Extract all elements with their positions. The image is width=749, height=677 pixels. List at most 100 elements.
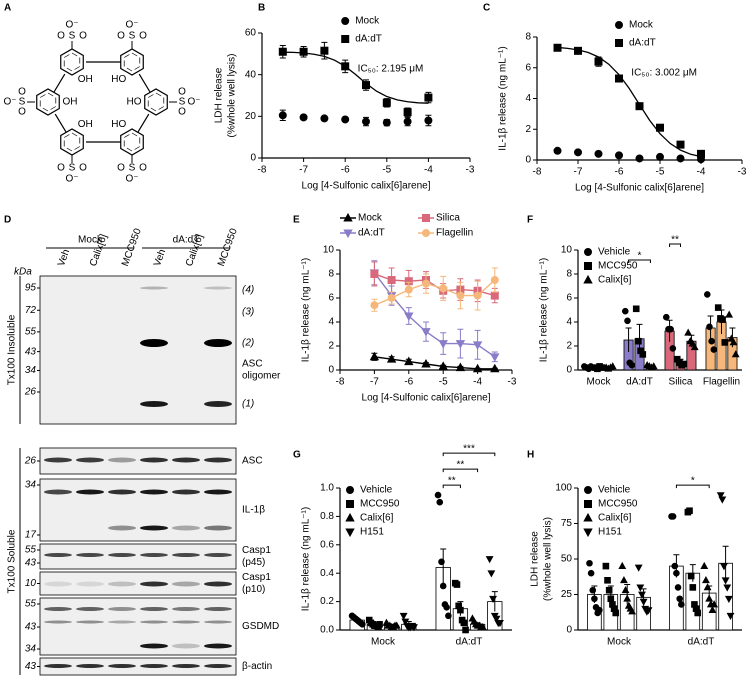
data-point	[635, 154, 644, 163]
legend-label: Flagellin	[436, 228, 473, 239]
data-point	[453, 581, 461, 588]
atom-label: O	[57, 163, 65, 174]
panel-letter: G	[293, 450, 301, 461]
x-tick-label: Flagellin	[703, 377, 740, 388]
significance-label: ***	[463, 444, 475, 455]
atom-label: O⁻	[125, 20, 138, 31]
data-point	[656, 152, 664, 161]
panel-letter: H	[527, 450, 534, 461]
atom-label: O⁻	[125, 174, 138, 185]
data-point	[404, 312, 414, 322]
data-point	[370, 270, 379, 278]
data-point	[673, 569, 680, 577]
data-point	[723, 584, 732, 592]
data-point	[490, 363, 500, 373]
data-point	[487, 570, 496, 578]
data-point	[434, 491, 442, 499]
mw-marker: 10	[25, 578, 37, 589]
band-label: (4)	[242, 285, 254, 296]
data-point	[478, 622, 487, 631]
data-point	[718, 496, 727, 504]
legend-label: MCC950	[598, 499, 638, 510]
legend-label: dA:dT	[358, 228, 385, 239]
x-tick-label: -4	[424, 165, 433, 176]
panel-letter: F	[527, 215, 533, 226]
y-tick-label: 100	[555, 483, 572, 494]
data-point	[720, 563, 728, 571]
significance-bracket	[442, 468, 479, 473]
atom-label: S	[69, 163, 76, 174]
x-tick-label: -6	[404, 377, 413, 388]
band	[76, 457, 104, 463]
significance-bracket	[628, 259, 651, 263]
data-point	[667, 325, 674, 333]
panel-letter: C	[483, 3, 490, 14]
data-point	[422, 279, 430, 288]
band	[76, 664, 104, 668]
data-point	[490, 291, 499, 300]
lane-label: MCC950	[216, 227, 240, 268]
significance-bracket	[442, 452, 496, 457]
band	[108, 581, 136, 587]
data-point	[376, 621, 383, 628]
error-bar	[491, 591, 498, 612]
x-tick-label: dA:dT	[626, 377, 653, 388]
mw-marker: 34	[25, 644, 37, 655]
ring-inner	[63, 132, 81, 152]
data-point	[490, 276, 499, 284]
data-point	[634, 564, 643, 572]
data-point	[362, 117, 370, 126]
band	[204, 581, 232, 587]
y-tick-label: 50	[561, 554, 573, 565]
data-point	[635, 102, 644, 111]
atom-label: O	[117, 163, 125, 174]
fit-curve	[557, 46, 702, 158]
x-tick-label: dA:dT	[456, 637, 483, 648]
y-tick-label: 25	[561, 589, 573, 600]
atom-label: O	[57, 31, 65, 42]
legend-label: Mock	[355, 16, 380, 27]
data-point	[594, 149, 603, 158]
legend-label: H151	[360, 527, 384, 538]
data-point	[278, 111, 287, 120]
group-label: dA:dT	[173, 235, 200, 246]
band-label: (3)	[242, 307, 254, 318]
band	[172, 525, 200, 531]
data-point	[703, 583, 712, 591]
atom-label: S	[69, 31, 76, 42]
y-tick-label: 20	[245, 111, 257, 122]
band	[140, 457, 168, 463]
data-point	[456, 291, 465, 300]
x-tick-label: -4	[473, 377, 482, 388]
band	[172, 457, 200, 463]
legend-label: MCC950	[598, 261, 638, 272]
data-point	[644, 607, 653, 615]
data-point	[639, 351, 647, 358]
benzene-ring	[120, 48, 144, 76]
data-point	[671, 562, 679, 570]
band	[140, 620, 168, 624]
lane-label: Veh	[152, 248, 168, 268]
y-axis-label: IL-1β release (ng mL⁻¹)	[539, 258, 550, 362]
y-tick-label: 6	[328, 293, 334, 304]
atom-label: O	[139, 163, 147, 174]
legend-label: dA:dT	[355, 34, 382, 45]
atom-label: HO	[111, 74, 126, 85]
mw-marker: 95	[25, 283, 37, 294]
data-point	[604, 577, 611, 584]
data-point	[669, 345, 677, 352]
mw-marker: 34	[25, 365, 37, 376]
atom-label: O⁻	[65, 20, 78, 31]
x-tick-label: Silica	[669, 377, 693, 388]
data-point	[618, 561, 627, 569]
data-point	[608, 362, 617, 370]
mw-marker: 43	[25, 661, 37, 672]
data-point	[299, 113, 308, 122]
atom-label: O⁻	[3, 97, 16, 108]
band	[140, 553, 168, 557]
band	[172, 489, 200, 495]
fit-curve	[282, 51, 429, 104]
band	[204, 489, 232, 495]
